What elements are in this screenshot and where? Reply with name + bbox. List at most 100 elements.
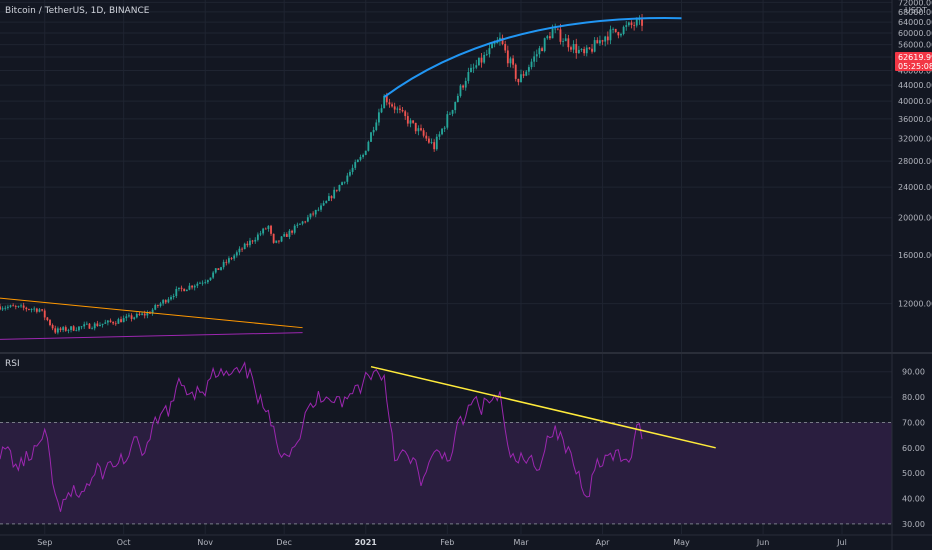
candle[interactable]: [301, 220, 304, 226]
candle[interactable]: [475, 59, 478, 70]
candle[interactable]: [246, 241, 249, 248]
candle[interactable]: [80, 325, 83, 330]
candle[interactable]: [367, 140, 370, 152]
candle[interactable]: [170, 295, 172, 301]
time-axis[interactable]: Sep Oct Nov Dec 2021 Feb Mar Apr May Jun Jul: [37, 538, 847, 547]
candle[interactable]: [162, 298, 165, 306]
candle[interactable]: [349, 169, 351, 177]
candle[interactable]: [243, 242, 246, 250]
candle[interactable]: [96, 320, 99, 327]
candle[interactable]: [514, 63, 517, 82]
candle[interactable]: [580, 48, 583, 52]
candle[interactable]: [70, 325, 72, 333]
candle[interactable]: [214, 268, 217, 274]
candle[interactable]: [596, 37, 599, 44]
candle[interactable]: [470, 64, 472, 73]
candle[interactable]: [146, 310, 149, 319]
candle[interactable]: [64, 325, 67, 332]
candle[interactable]: [480, 52, 483, 68]
candle[interactable]: [622, 25, 625, 36]
candle[interactable]: [22, 302, 25, 311]
candle[interactable]: [83, 321, 86, 330]
candle[interactable]: [191, 285, 194, 290]
candle[interactable]: [556, 28, 559, 31]
candle[interactable]: [201, 280, 204, 286]
candle[interactable]: [370, 131, 372, 142]
candle[interactable]: [12, 303, 15, 307]
candles[interactable]: [0, 14, 643, 335]
candle[interactable]: [25, 306, 28, 312]
candle[interactable]: [625, 20, 628, 31]
candle[interactable]: [114, 321, 117, 326]
candle[interactable]: [212, 270, 215, 280]
candle[interactable]: [477, 57, 480, 66]
candle[interactable]: [180, 285, 183, 292]
candle[interactable]: [535, 49, 538, 62]
candle[interactable]: [422, 128, 425, 138]
candle[interactable]: [588, 47, 591, 50]
candle[interactable]: [393, 102, 396, 114]
candle[interactable]: [525, 69, 528, 77]
candle[interactable]: [488, 44, 491, 58]
candle[interactable]: [4, 305, 7, 311]
candle[interactable]: [572, 40, 575, 54]
candle[interactable]: [125, 313, 128, 322]
candle[interactable]: [222, 259, 225, 270]
candle[interactable]: [204, 279, 207, 285]
candle[interactable]: [128, 313, 130, 318]
candle[interactable]: [185, 289, 188, 292]
candle[interactable]: [109, 318, 112, 323]
candle[interactable]: [43, 308, 46, 321]
candle[interactable]: [196, 281, 199, 289]
candle[interactable]: [617, 31, 620, 39]
candle[interactable]: [327, 193, 330, 202]
candle[interactable]: [380, 104, 383, 114]
candle[interactable]: [627, 21, 630, 27]
candle[interactable]: [483, 51, 486, 64]
candle[interactable]: [633, 21, 636, 31]
candle[interactable]: [388, 98, 391, 108]
candle[interactable]: [317, 207, 320, 212]
candle[interactable]: [509, 56, 512, 68]
candle[interactable]: [85, 321, 88, 326]
candle[interactable]: [451, 109, 454, 117]
candle[interactable]: [346, 172, 349, 185]
candle[interactable]: [54, 325, 57, 334]
candle[interactable]: [522, 70, 525, 79]
candle[interactable]: [151, 308, 154, 316]
candle[interactable]: [296, 222, 299, 228]
candle[interactable]: [404, 109, 407, 120]
candle[interactable]: [322, 200, 325, 207]
candle[interactable]: [291, 229, 293, 235]
candle[interactable]: [506, 45, 509, 68]
candle[interactable]: [209, 277, 212, 281]
candle[interactable]: [401, 107, 404, 113]
candle[interactable]: [6, 304, 9, 310]
candle[interactable]: [409, 118, 412, 128]
candle[interactable]: [249, 237, 251, 248]
candle[interactable]: [14, 304, 17, 310]
candle[interactable]: [46, 316, 49, 322]
candle[interactable]: [206, 279, 209, 284]
candle[interactable]: [606, 31, 609, 45]
candle[interactable]: [351, 164, 354, 175]
candle[interactable]: [220, 266, 222, 271]
candle[interactable]: [641, 14, 643, 32]
candle[interactable]: [454, 101, 457, 114]
candle[interactable]: [549, 31, 551, 40]
candle[interactable]: [559, 23, 562, 45]
candle[interactable]: [541, 46, 543, 52]
candle[interactable]: [417, 125, 420, 136]
candle[interactable]: [583, 46, 586, 56]
candle[interactable]: [433, 139, 436, 152]
candle[interactable]: [17, 305, 20, 309]
candle[interactable]: [288, 229, 291, 240]
candle[interactable]: [609, 25, 612, 45]
candle[interactable]: [193, 284, 196, 291]
candle[interactable]: [49, 318, 51, 327]
candle[interactable]: [533, 51, 536, 68]
candle[interactable]: [546, 34, 549, 40]
candle[interactable]: [377, 108, 380, 126]
candle[interactable]: [164, 299, 167, 304]
candle[interactable]: [375, 119, 378, 132]
